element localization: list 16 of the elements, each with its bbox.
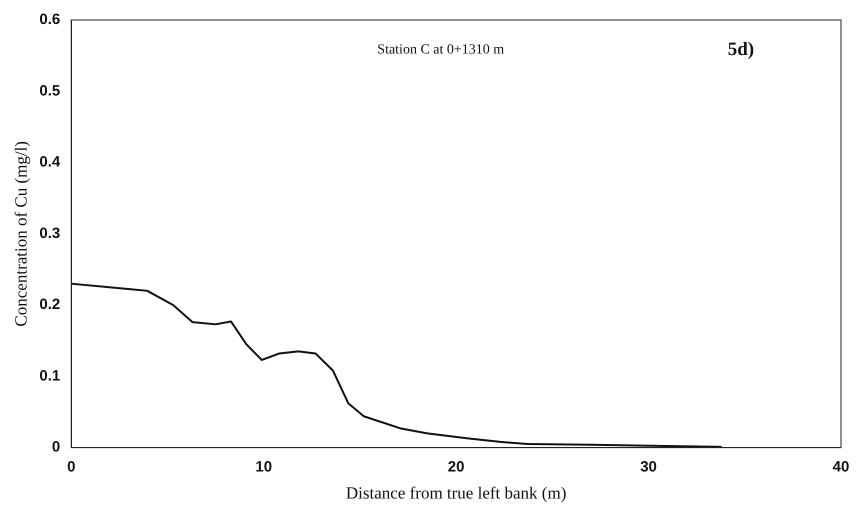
y-tick-label: 0.2 bbox=[39, 296, 60, 314]
y-tick-label: 0.1 bbox=[39, 367, 60, 384]
y-tick-label: 0.3 bbox=[39, 224, 60, 242]
x-tick-label: 30 bbox=[640, 458, 657, 476]
x-tick-label: 10 bbox=[255, 458, 272, 476]
x-tick-label: 40 bbox=[832, 458, 850, 476]
x-tick-label: 20 bbox=[448, 458, 464, 476]
x-tick-label: 0 bbox=[67, 458, 76, 476]
x-axis-title: Distance from true left bank (m) bbox=[346, 483, 566, 502]
y-tick-label: 0.4 bbox=[39, 154, 61, 171]
y-tick-label: 0 bbox=[52, 438, 60, 456]
y-tick-label: 0.6 bbox=[39, 11, 60, 28]
y-tick-label: 0.5 bbox=[39, 82, 60, 100]
annotation: Station C at 0+1310 m bbox=[377, 42, 504, 58]
annotation: 5d) bbox=[728, 38, 754, 60]
y-axis-title: Concentration of Cu (mg/l) bbox=[12, 141, 31, 327]
